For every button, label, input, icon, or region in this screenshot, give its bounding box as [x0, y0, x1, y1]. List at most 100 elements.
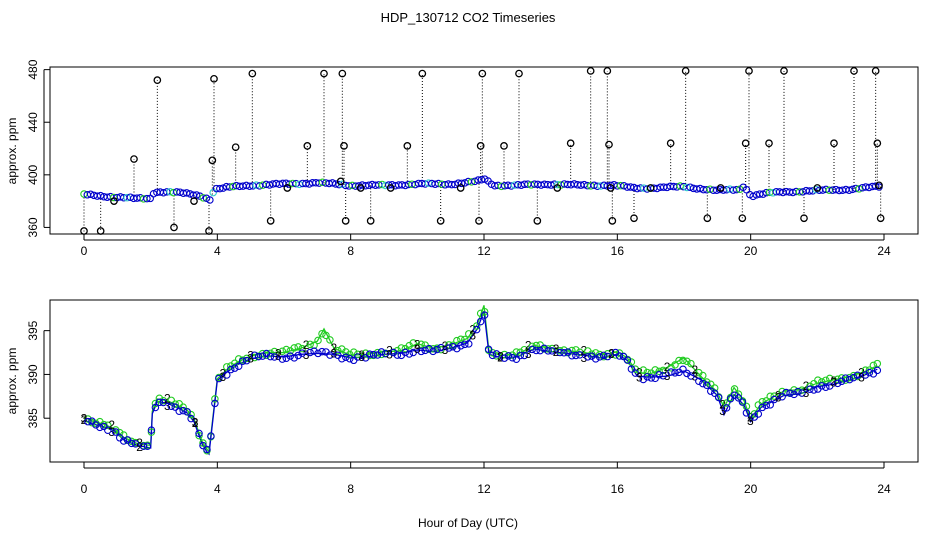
series-point — [195, 429, 203, 438]
series-marker-label: 2 — [858, 365, 865, 379]
series-point — [310, 347, 318, 355]
bottom-y-tick-label: 390 — [26, 364, 40, 384]
series-point — [294, 343, 302, 351]
spike-point — [320, 69, 328, 78]
series-point — [806, 382, 814, 390]
series-point — [199, 441, 207, 450]
series-point — [865, 368, 874, 377]
top-plot-frame — [49, 66, 919, 235]
spike-point — [873, 139, 882, 148]
series-marker-label: 3 — [747, 414, 754, 428]
series-point — [603, 352, 612, 361]
series-point — [762, 401, 771, 410]
spike-point — [716, 184, 725, 192]
series-point — [250, 351, 259, 359]
series-point — [127, 439, 136, 448]
series-marker-label: 2 — [358, 348, 365, 362]
series-point — [373, 348, 382, 357]
series-point — [611, 351, 620, 359]
series-marker-label: 2 — [108, 418, 115, 432]
series-point — [671, 361, 679, 369]
series-point — [409, 348, 417, 357]
series-point — [528, 342, 536, 351]
series-point — [139, 442, 148, 451]
spike-point — [231, 143, 240, 152]
series-point — [421, 346, 429, 355]
series-marker-label: 2 — [497, 351, 504, 365]
spike-point — [566, 139, 575, 148]
spike-point — [153, 76, 162, 84]
top-y-tick-label: 360 — [26, 217, 40, 237]
series-marker-label: 2 — [636, 366, 643, 380]
top-data-point — [182, 189, 191, 197]
spike-point — [515, 69, 523, 78]
series-point — [314, 349, 322, 358]
series-point — [591, 355, 600, 363]
series-point — [346, 354, 354, 363]
series-marker-label: 2 — [219, 367, 226, 381]
series-marker-label: 3 — [442, 343, 449, 357]
spike-point — [338, 69, 347, 78]
series-marker-label: 3 — [580, 351, 587, 365]
top-y-axis-label: approx. ppm — [5, 118, 19, 185]
series-point — [183, 408, 191, 416]
spike-point — [475, 217, 483, 225]
series-marker-label: 2 — [442, 339, 449, 353]
series-point — [845, 375, 854, 384]
series-point — [798, 389, 806, 397]
series-point — [127, 437, 136, 446]
top-data-point — [192, 191, 201, 199]
series-point — [762, 397, 771, 405]
series-point — [270, 353, 279, 361]
series-point — [484, 345, 493, 353]
series-marker-label: 2 — [803, 379, 810, 393]
series-point — [211, 395, 219, 403]
top-data-point — [732, 185, 741, 194]
spike-point — [283, 184, 292, 192]
series-point — [115, 428, 124, 437]
series-point — [361, 354, 370, 362]
series-point — [306, 348, 314, 357]
bottom-axes: 0 4 8 12 16 20 24 385 390 395 — [26, 320, 891, 496]
series-point — [270, 347, 279, 356]
series-point — [833, 379, 842, 388]
series-point — [147, 428, 156, 436]
series-marker-label: 2 — [747, 410, 754, 424]
series-point — [758, 397, 767, 406]
series-point — [687, 359, 695, 368]
series-marker-label: 3 — [386, 348, 393, 362]
series-marker-label: 3 — [164, 399, 171, 413]
top-axes: 0 4 8 12 16 20 24 360 400 440 480 — [26, 59, 891, 258]
spike-point — [745, 67, 753, 75]
bottom-y-tick-label: 395 — [26, 320, 40, 340]
series-marker-label: 2 — [553, 345, 560, 359]
top-data-point — [471, 177, 479, 186]
series-marker-label: 3 — [81, 411, 88, 425]
top-data-point — [871, 182, 880, 190]
series-point — [655, 367, 663, 376]
series-point — [417, 347, 425, 356]
spike-point — [800, 214, 808, 223]
top-y-tick-label: 400 — [26, 164, 40, 184]
series-marker-label: 2 — [469, 323, 476, 337]
spike-point — [456, 184, 465, 192]
series-point — [814, 376, 822, 384]
series-point — [318, 329, 326, 338]
series-point — [242, 356, 251, 365]
series-point — [199, 439, 207, 447]
series-point — [278, 355, 287, 363]
series-point — [278, 347, 287, 355]
series-point — [365, 350, 374, 358]
spike-point — [850, 67, 858, 75]
top-data-point — [855, 185, 863, 193]
series-point — [476, 317, 485, 326]
series-point — [353, 353, 362, 361]
series-marker-label: 2 — [692, 363, 699, 377]
series-point — [647, 374, 655, 382]
chart-title: HDP_130712 CO2 Timeseries — [381, 10, 556, 25]
series-point — [461, 340, 469, 349]
series-point — [445, 341, 453, 349]
top-data-point — [143, 194, 151, 203]
series-point — [342, 353, 350, 361]
spike-point — [741, 139, 750, 148]
